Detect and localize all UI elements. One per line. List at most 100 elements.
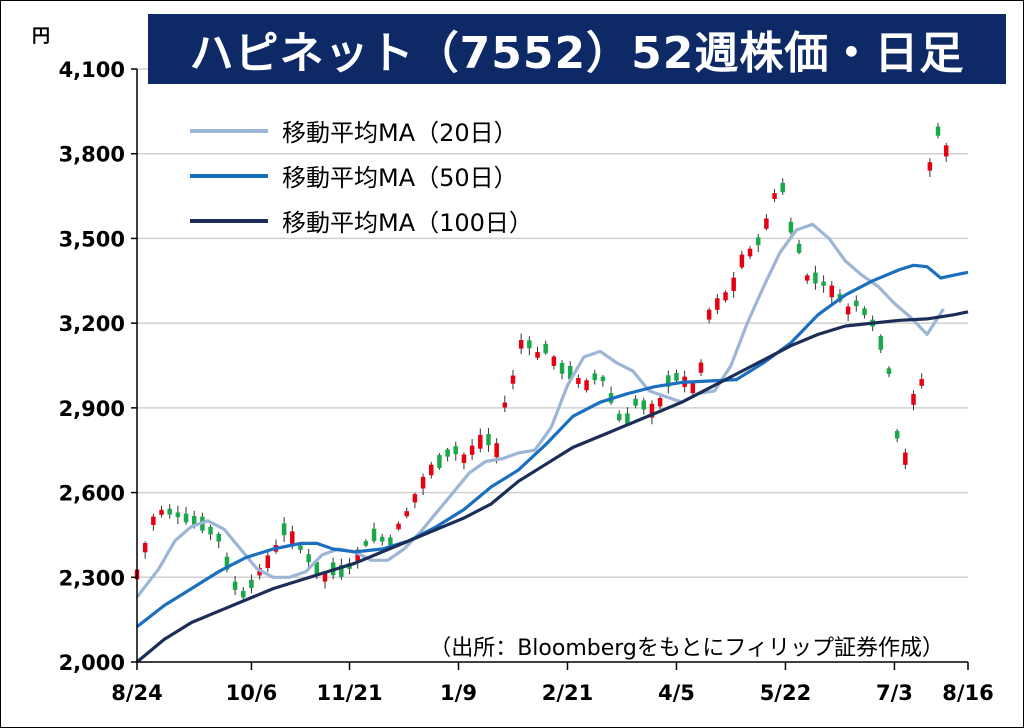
candle-body [478, 434, 483, 449]
x-tick-label: 8/24 [111, 681, 163, 705]
candle-body [412, 494, 418, 503]
candle-body [576, 378, 581, 385]
candle-body [551, 356, 557, 366]
candle-body [290, 531, 295, 545]
candle-body [355, 549, 360, 563]
candle-body [404, 511, 409, 517]
candle-body [911, 393, 916, 405]
x-tick-label: 2/21 [542, 681, 594, 705]
candle-body [175, 512, 181, 518]
legend-swatch-ma20 [190, 128, 268, 133]
candle-body [167, 508, 172, 515]
candle-body [935, 126, 941, 136]
candle-body [894, 430, 900, 439]
candle-body [396, 523, 401, 530]
candle-body [747, 248, 753, 257]
candle-body [617, 413, 622, 421]
x-tick-label: 4/5 [658, 681, 695, 705]
candle-body [445, 449, 450, 457]
candle-body [698, 362, 704, 373]
x-tick-label: 7/3 [876, 681, 913, 705]
candle-body [265, 555, 271, 569]
y-tick-label: 3,500 [59, 227, 125, 251]
y-tick-label: 3,800 [59, 143, 125, 167]
candle-body [339, 564, 344, 577]
candle-body [281, 523, 287, 536]
candle-body [805, 275, 810, 281]
candle-body [518, 340, 524, 349]
candle-body [371, 528, 377, 542]
y-tick-label: 2,600 [59, 482, 125, 506]
candle-body [854, 300, 859, 307]
candle-body [232, 581, 238, 590]
candle-body [903, 452, 908, 465]
candle-body [469, 445, 475, 455]
candle-body [249, 579, 254, 589]
candle-body [813, 272, 818, 284]
legend-swatch-ma50 [190, 173, 268, 178]
candle-body [224, 556, 230, 570]
x-tick-label: 10/6 [226, 681, 278, 705]
source-note: （出所：Bloombergをもとにフィリップ証券作成） [429, 636, 944, 661]
candle-body [159, 509, 164, 515]
ma50-line [136, 263, 969, 628]
candle-body [845, 306, 851, 315]
legend-label-ma50: 移動平均MA（50日） [282, 164, 518, 192]
candle-body [943, 145, 949, 157]
candle-body [715, 298, 720, 310]
candle-body [437, 455, 442, 468]
candle-body [878, 336, 884, 350]
candle-body [429, 464, 434, 476]
axes: 2,000 2,300 2,600 2,900 3,200 3,500 3,800 4,100… [59, 58, 994, 705]
candle-body [559, 362, 565, 374]
candle-body [592, 373, 597, 381]
candle-body [862, 308, 867, 316]
candle-body [151, 516, 156, 525]
candle-body [388, 537, 393, 546]
candle-body [649, 403, 655, 418]
legend-label-ma20: 移動平均MA（20日） [282, 119, 518, 147]
candle-body [241, 591, 246, 598]
candle-body [886, 368, 892, 374]
candle-body [510, 375, 516, 384]
candle-body [788, 221, 794, 233]
candle-body [461, 454, 467, 463]
candle-body [183, 513, 189, 523]
x-tick-label: 5/22 [760, 681, 812, 705]
x-tick-label: 1/9 [440, 681, 477, 705]
candle-body [829, 285, 835, 298]
candle-body [690, 383, 696, 394]
candle-body [486, 434, 491, 446]
candle-body [420, 476, 426, 489]
x-tick-label: 8/16 [942, 681, 994, 705]
candle-body [723, 292, 728, 301]
candle-body [453, 446, 459, 455]
moving-average-lines [135, 222, 969, 664]
candle-body [527, 340, 532, 349]
legend-item-ma100: 移動平均MA（100日） [190, 198, 533, 243]
candle-body [927, 162, 933, 171]
candle-body [208, 526, 213, 535]
candle-body [755, 237, 761, 246]
candle-body [796, 243, 802, 253]
candle-body [298, 545, 303, 550]
candle-body [600, 376, 606, 382]
candle-body [314, 561, 320, 576]
y-tick-label: 4,100 [59, 58, 125, 82]
candle-body [772, 193, 777, 199]
candle-body [625, 413, 630, 425]
candle-body [641, 400, 647, 410]
legend-swatch-ma100 [190, 218, 268, 223]
candle-body [674, 372, 679, 381]
y-tick-label: 2,900 [59, 397, 125, 421]
candle-body [494, 443, 499, 458]
y-tick-label: 2,300 [59, 566, 125, 590]
candle-body [142, 543, 148, 553]
x-tick-label: 11/21 [316, 681, 382, 705]
candle-body [363, 541, 369, 546]
candle-body [666, 375, 671, 387]
candle-body [191, 515, 197, 526]
candle-body [543, 343, 548, 354]
candle-body [306, 554, 311, 563]
candle-body [633, 398, 638, 406]
